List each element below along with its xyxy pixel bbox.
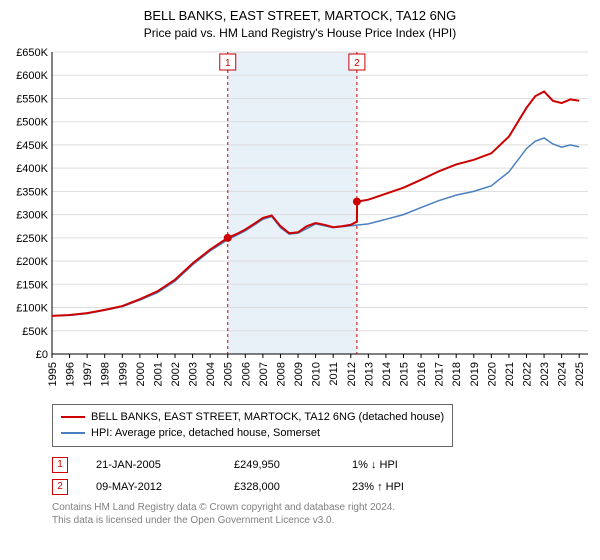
svg-text:£500K: £500K [16,116,48,128]
svg-text:2004: 2004 [205,362,217,386]
legend-swatch [61,416,85,418]
marker-date: 09-MAY-2012 [96,481,206,493]
chart-title: BELL BANKS, EAST STREET, MARTOCK, TA12 6… [8,8,592,24]
svg-text:2007: 2007 [258,362,270,386]
svg-text:£350K: £350K [16,186,48,198]
legend-label: HPI: Average price, detached house, Some… [91,425,320,442]
svg-text:£400K: £400K [16,163,48,175]
svg-text:£650K: £650K [16,47,48,59]
chart-subtitle: Price paid vs. HM Land Registry's House … [8,26,592,40]
svg-text:2009: 2009 [293,362,305,386]
svg-text:2: 2 [354,58,360,69]
svg-text:2017: 2017 [434,362,446,386]
svg-text:£200K: £200K [16,256,48,268]
marker-table: 1 21-JAN-2005 £249,950 1% ↓ HPI 2 09-MAY-2012… [52,457,592,495]
svg-text:2014: 2014 [381,362,393,386]
svg-text:2008: 2008 [275,362,287,386]
svg-text:2000: 2000 [135,362,147,386]
svg-text:1999: 1999 [117,362,129,386]
chart-area: £0 £50K £100K £150K £200K £250K £300K £350K £400… [8,46,592,396]
marker-pct: 1% ↓ HPI [352,459,462,471]
svg-text:2021: 2021 [504,362,516,386]
svg-text:2003: 2003 [188,362,200,386]
legend-label: BELL BANKS, EAST STREET, MARTOCK, TA12 6… [91,409,444,426]
svg-text:2006: 2006 [240,362,252,386]
svg-text:£300K: £300K [16,209,48,221]
svg-text:2019: 2019 [469,362,481,386]
svg-text:2013: 2013 [363,362,375,386]
marker-date: 21-JAN-2005 [96,459,206,471]
svg-text:2023: 2023 [539,362,551,386]
svg-text:£50K: £50K [22,325,48,337]
svg-text:2010: 2010 [311,362,323,386]
footnote-line: Contains HM Land Registry data © Crown c… [52,501,592,514]
svg-text:£150K: £150K [16,279,48,291]
footnote: Contains HM Land Registry data © Crown c… [52,501,592,527]
svg-text:£100K: £100K [16,302,48,314]
svg-text:2015: 2015 [398,362,410,386]
legend: BELL BANKS, EAST STREET, MARTOCK, TA12 6… [52,404,453,447]
marker-price: £328,000 [234,481,324,493]
legend-swatch [61,432,85,434]
svg-text:2020: 2020 [486,362,498,386]
svg-text:1996: 1996 [65,362,77,386]
marker-pct: 23% ↑ HPI [352,481,462,493]
svg-text:1: 1 [225,58,231,69]
svg-text:£0: £0 [36,349,48,361]
svg-text:2022: 2022 [521,362,533,386]
legend-row: BELL BANKS, EAST STREET, MARTOCK, TA12 6… [61,409,444,426]
svg-text:1998: 1998 [100,362,112,386]
marker-price: £249,950 [234,459,324,471]
line-chart: £0 £50K £100K £150K £200K £250K £300K £350K £400… [8,46,592,396]
footnote-line: This data is licensed under the Open Gov… [52,514,592,527]
marker-badge: 2 [52,479,68,495]
svg-text:£550K: £550K [16,93,48,105]
svg-text:2002: 2002 [170,362,182,386]
marker-badge: 1 [52,457,68,473]
svg-text:2025: 2025 [574,362,586,386]
legend-row: HPI: Average price, detached house, Some… [61,425,444,442]
svg-text:2018: 2018 [451,362,463,386]
svg-text:2005: 2005 [223,362,235,386]
marker-row: 1 21-JAN-2005 £249,950 1% ↓ HPI [52,457,592,473]
svg-text:2016: 2016 [416,362,428,386]
svg-text:2011: 2011 [328,362,340,386]
svg-text:£450K: £450K [16,140,48,152]
svg-text:1995: 1995 [47,362,59,386]
svg-text:2001: 2001 [152,362,164,386]
marker-row: 2 09-MAY-2012 £328,000 23% ↑ HPI [52,479,592,495]
svg-text:2024: 2024 [557,362,569,386]
svg-text:1997: 1997 [82,362,94,386]
svg-text:£600K: £600K [16,70,48,82]
svg-text:2012: 2012 [346,362,358,386]
svg-text:£250K: £250K [16,232,48,244]
